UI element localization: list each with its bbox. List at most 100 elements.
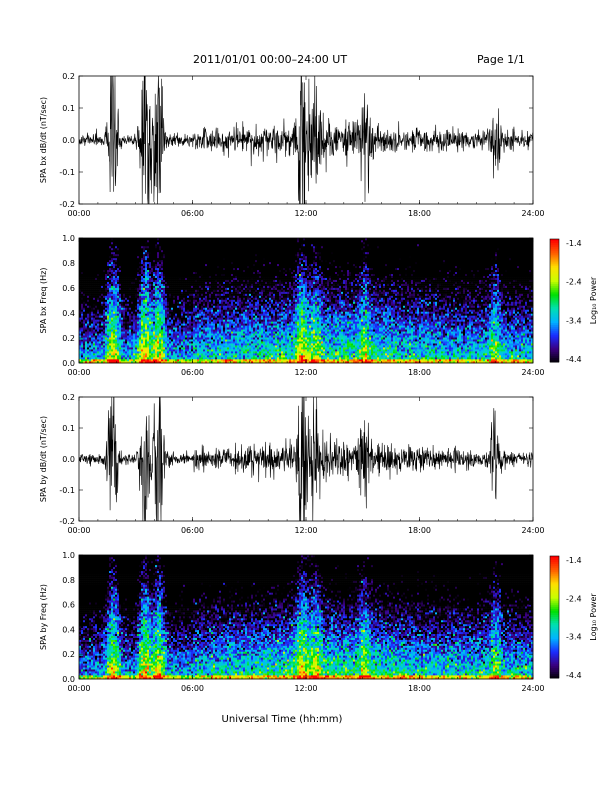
spectrogram-cell [205,331,207,333]
spectrogram-cell [173,280,175,282]
spectrogram-cell [93,311,95,313]
spectrogram-cell [123,298,125,300]
spectrogram-cell [109,353,111,355]
spectrogram-cell [187,355,189,357]
spectrogram-cell [215,321,217,323]
spectrogram-cell [185,311,187,313]
spectrogram-cell [183,278,185,280]
spectrogram-cell [105,309,107,311]
spectrogram-cell [109,256,111,258]
spectrogram-cell [215,315,217,317]
spectrogram-cell [133,266,135,268]
spectrogram-cell [201,305,203,307]
spectrogram-cell [215,335,217,337]
spectrogram-cell [201,284,203,286]
spectrogram-cell [207,355,209,357]
spectrogram-cell [131,335,133,337]
spectrogram-cell [163,303,165,305]
spectrogram-cell [217,274,219,276]
spectrogram-cell [143,315,145,317]
spectrogram-cell [161,339,163,341]
spectrogram-cell [109,284,111,286]
spectrogram-cell [201,270,203,272]
spectrogram-cell [135,339,137,341]
spectrogram-cell [221,248,223,250]
spectrogram-cell [235,339,237,341]
spectrogram-cell [161,262,163,264]
spectrogram-cell [227,278,229,280]
spectrogram-cell [227,321,229,323]
spectrogram-cell [219,329,221,331]
spectrogram-cell [91,274,93,276]
spectrogram-cell [195,260,197,262]
spectrogram-cell [213,300,215,302]
spectrogram-cell [153,347,155,349]
spectrogram-cell [159,262,161,264]
spectrogram-cell [125,286,127,288]
spectrogram-cell [105,262,107,264]
spectrogram-cell [123,300,125,302]
spectrogram-cell [107,317,109,319]
spectrogram-cell [125,341,127,343]
spectrogram-cell [191,274,193,276]
spectrogram-cell [135,268,137,270]
spectrogram-cell [225,357,227,359]
spectrogram-cell [215,260,217,262]
spectrogram-cell [149,315,151,317]
spectrogram-cell [91,303,93,305]
spectrogram-cell [153,355,155,357]
spectrogram-cell [185,274,187,276]
spectrogram-cell [187,256,189,258]
spectrogram-cell [145,248,147,250]
spectrogram-cell [135,301,137,303]
spectrogram-cell [161,301,163,303]
spectrogram-cell [235,349,237,351]
spectrogram-cell [153,240,155,242]
spectrogram-cell [175,303,177,305]
spectrogram-cell [191,284,193,286]
spectrogram-cell [185,357,187,359]
spectrogram-cell [225,303,227,305]
spectrogram-cell [209,240,211,242]
spectrogram-cell [97,333,99,335]
spectrogram-cell [117,345,119,347]
spectrogram-cell [119,335,121,337]
spectrogram-cell [117,260,119,262]
spectrogram-cell [91,345,93,347]
spectrogram-cell [119,242,121,244]
spectrogram-cell [109,357,111,359]
spectrogram-cell [101,343,103,345]
spectrogram-cell [81,337,83,339]
spectrogram-cell [103,335,105,337]
spectrogram-cell [175,319,177,321]
spectrogram-cell [189,339,191,341]
spectrogram-cell [129,335,131,337]
spectrogram-cell [139,292,141,294]
spectrogram-cell [119,341,121,343]
spectrogram-cell [185,268,187,270]
spectrogram-cell [231,345,233,347]
spectrogram-cell [93,248,95,250]
spectrogram-cell [147,339,149,341]
spectrogram-cell [203,284,205,286]
spectrogram-cell [213,333,215,335]
spectrogram-cell [227,331,229,333]
spectrogram-cell [187,240,189,242]
spectrogram-cell [201,359,203,361]
spectrogram-cell [105,319,107,321]
spectrogram-cell [129,244,131,246]
spectrogram-cell [215,325,217,327]
spectrogram-cell [179,311,181,313]
spectrogram-cell [145,298,147,300]
spectrogram-cell [213,272,215,274]
spectrogram-cell [219,268,221,270]
spectrogram-cell [95,313,97,315]
spectrogram-cell [219,248,221,250]
spectrogram-cell [147,258,149,260]
spectrogram-cell [91,327,93,329]
spectrogram-cell [175,298,177,300]
spectrogram-cell [119,256,121,258]
spectrogram-cell [163,298,165,300]
spectrogram-cell [111,353,113,355]
spectrogram-cell [205,278,207,280]
